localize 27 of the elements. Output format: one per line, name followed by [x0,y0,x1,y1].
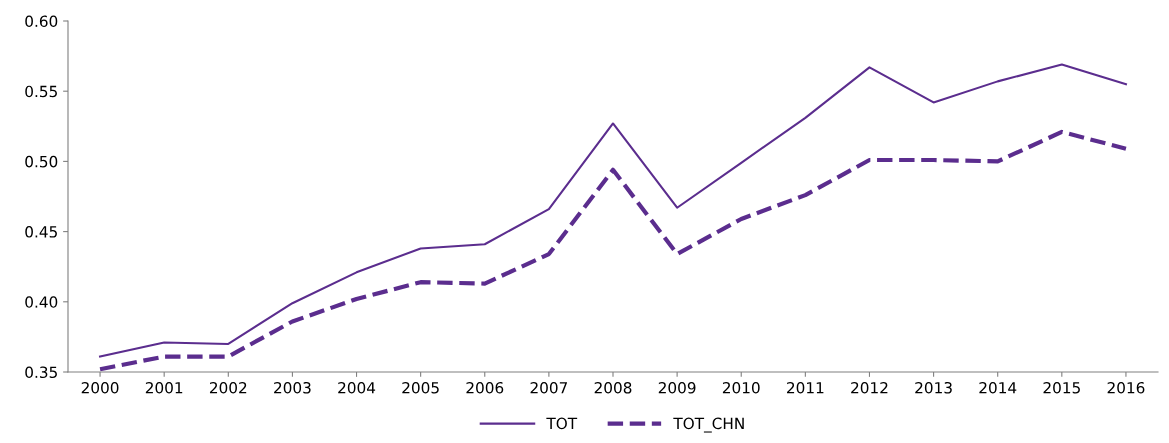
x-tick-label: 2002 [209,381,247,394]
x-tick-label: 2011 [787,381,824,394]
x-tick-label: 2010 [722,381,760,394]
x-tick-label: 2008 [594,381,632,394]
x-tick-label: 2013 [915,381,952,394]
legend-label: TOT [546,417,578,430]
legend-label: TOT_CHN [673,417,744,433]
x-tick-label: 2015 [1043,381,1080,394]
x-tick-label: 2012 [851,381,888,394]
x-tick-label: 2003 [274,381,311,394]
x-tick-label: 2009 [658,381,696,394]
x-tick-label: 2005 [402,381,439,394]
x-tick-label: 2001 [145,381,183,394]
x-tick-label: 2000 [81,381,119,394]
line-series [99,63,1127,358]
x-tick-label: 2004 [338,381,376,394]
y-tick-label: 0.55 [25,85,57,98]
y-tick-label: 0.45 [25,226,57,238]
x-tick-label: 2006 [466,381,504,394]
x-tick-label: 2007 [530,381,568,394]
x-tick-label: 2016 [1107,381,1145,394]
y-tick-label: 0.50 [25,155,58,168]
y-tick-label: 0.35 [25,366,57,379]
y-tick-label: 0.60 [25,15,58,28]
x-tick-label: 2014 [979,381,1017,394]
line-series [97,129,1129,372]
y-tick-label: 0.40 [25,296,58,308]
